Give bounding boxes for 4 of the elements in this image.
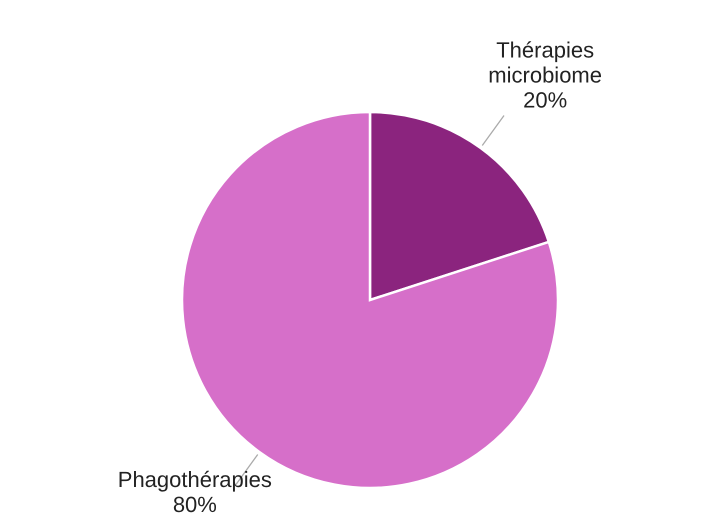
- data-label: 80%: [172, 492, 217, 517]
- data-label: 20%: [523, 88, 568, 113]
- slice-label: Thérapies microbiome: [488, 38, 602, 88]
- slice-label: Phagothérapies: [118, 467, 272, 492]
